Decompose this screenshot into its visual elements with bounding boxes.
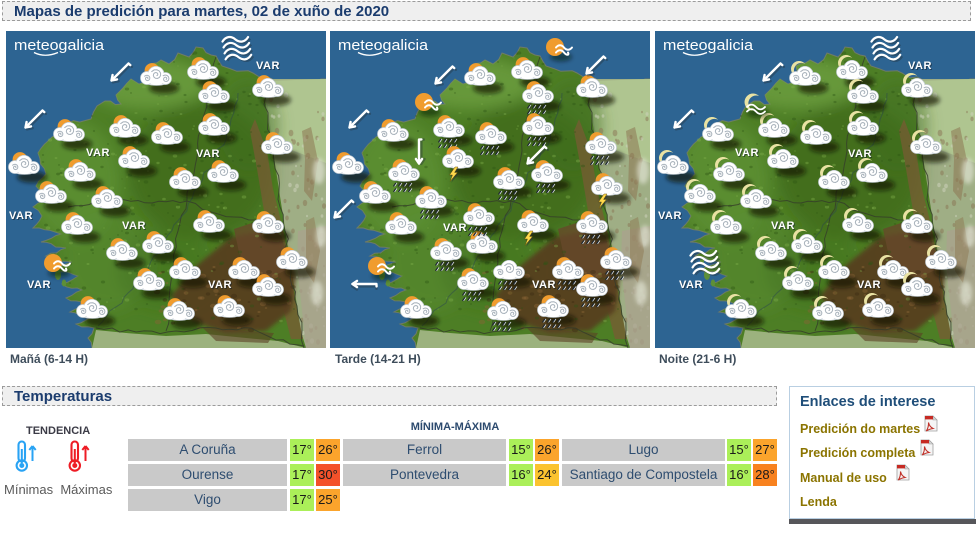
- svg-text:VAR: VAR: [735, 147, 759, 159]
- svg-text:VAR: VAR: [27, 279, 51, 291]
- svg-text:VAR: VAR: [28, 280, 52, 292]
- svg-text:meteogalicia: meteogalicia: [338, 38, 429, 54]
- svg-text:VAR: VAR: [208, 279, 232, 291]
- svg-text:VAR: VAR: [771, 220, 795, 232]
- svg-text:VAR: VAR: [857, 279, 881, 291]
- svg-text:VAR: VAR: [849, 149, 873, 161]
- svg-text:VAR: VAR: [444, 223, 468, 235]
- svg-text:VAR: VAR: [87, 148, 111, 160]
- svg-text:VAR: VAR: [658, 210, 682, 222]
- svg-text:VAR: VAR: [122, 220, 146, 232]
- svg-text:VAR: VAR: [10, 211, 34, 223]
- svg-text:VAR: VAR: [123, 221, 147, 233]
- svg-text:VAR: VAR: [443, 222, 467, 234]
- svg-text:VAR: VAR: [9, 210, 33, 222]
- svg-text:VAR: VAR: [197, 149, 221, 161]
- svg-text:VAR: VAR: [196, 148, 220, 160]
- svg-text:VAR: VAR: [659, 211, 683, 223]
- svg-text:VAR: VAR: [256, 60, 280, 72]
- svg-text:VAR: VAR: [858, 280, 882, 292]
- svg-text:meteogalicia: meteogalicia: [663, 38, 754, 54]
- svg-text:VAR: VAR: [209, 280, 233, 292]
- svg-text:meteogalicia: meteogalicia: [14, 38, 105, 54]
- svg-text:VAR: VAR: [680, 280, 704, 292]
- svg-text:VAR: VAR: [772, 221, 796, 233]
- svg-text:VAR: VAR: [848, 148, 872, 160]
- svg-text:VAR: VAR: [257, 61, 281, 73]
- svg-text:VAR: VAR: [532, 279, 556, 291]
- svg-text:VAR: VAR: [86, 147, 110, 159]
- svg-text:VAR: VAR: [908, 60, 932, 72]
- svg-text:VAR: VAR: [679, 279, 703, 291]
- svg-text:VAR: VAR: [909, 61, 933, 73]
- svg-text:VAR: VAR: [736, 148, 760, 160]
- svg-text:VAR: VAR: [533, 280, 557, 292]
